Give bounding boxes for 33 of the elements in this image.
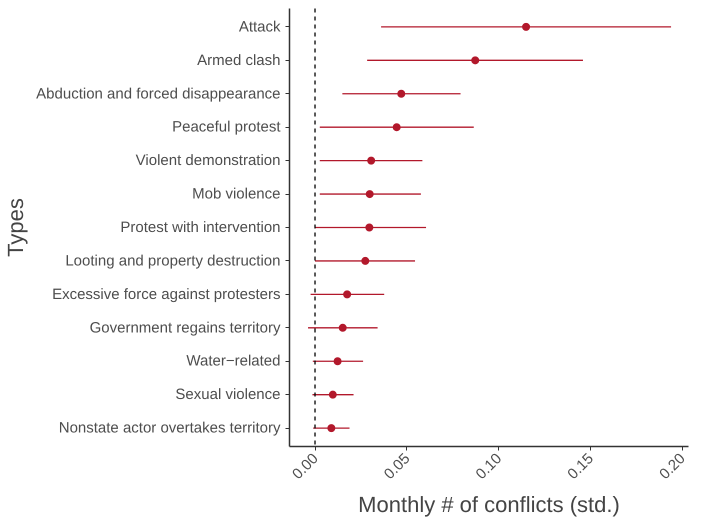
y-tick-label: Excessive force against protesters [52, 286, 280, 303]
point [397, 90, 406, 98]
x-tick-label: 0.15 [564, 450, 598, 483]
y-tick-label: Government regains territory [90, 319, 281, 336]
point [327, 424, 336, 432]
point [361, 256, 370, 265]
y-tick-label: Attack [238, 18, 281, 36]
y-tick-label: Armed clash [197, 52, 281, 69]
point [471, 56, 480, 64]
x-tick-label: 0.20 [656, 450, 689, 483]
y-tick-label: Sexual violence [175, 386, 281, 404]
point [366, 190, 374, 198]
x-tick-label: 0.00 [289, 450, 322, 483]
x-tick-label: 0.10 [472, 450, 506, 483]
y-tick-label: Looting and property destruction [65, 252, 281, 270]
point [392, 123, 401, 132]
point [522, 22, 530, 31]
y-tick-label: Nonstate actor overtakes territory [58, 420, 281, 437]
point [338, 324, 347, 332]
point [343, 290, 352, 298]
y-tick-label: Mob violence [192, 186, 281, 203]
point [334, 357, 342, 366]
y-tick-label: Protest with intervention [120, 219, 280, 236]
point [328, 390, 337, 399]
x-axis-title: Monthly # of conflicts (std.) [358, 492, 620, 517]
point [365, 224, 374, 232]
y-axis-title: Types [3, 198, 28, 257]
x-tick-label: 0.05 [380, 450, 414, 483]
y-tick-label: Abduction and forced disappearance [36, 85, 280, 102]
y-tick-label: Peaceful protest [172, 118, 282, 136]
point [367, 156, 376, 165]
y-tick-label: Water−related [186, 352, 281, 370]
y-tick-label: Violent demonstration [136, 152, 281, 170]
